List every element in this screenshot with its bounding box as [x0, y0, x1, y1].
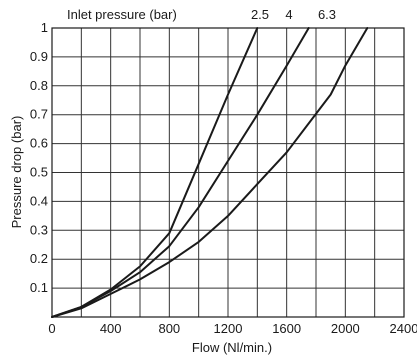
- x-tick-label: 1200: [214, 321, 243, 336]
- grid-lines: [52, 28, 404, 317]
- x-tick-label: 1600: [272, 321, 301, 336]
- y-tick-label: 0.1: [30, 280, 48, 295]
- x-tick-label: 400: [100, 321, 122, 336]
- x-tick-label: 2000: [331, 321, 360, 336]
- y-tick-label: 0.2: [30, 251, 48, 266]
- y-tick-label: 0.8: [30, 78, 48, 93]
- plot-frame: [51, 27, 405, 318]
- y-tick-label: 0.9: [30, 49, 48, 64]
- plot-border: [51, 27, 405, 318]
- y-tick-label: 0.3: [30, 222, 48, 237]
- legend-title: Inlet pressure (bar): [67, 7, 177, 22]
- y-tick-label: 1: [41, 20, 48, 35]
- series-line-6-3: [51, 27, 369, 318]
- y-tick-label: 0.4: [30, 193, 48, 208]
- tick-labels: 0 400 800 1200 1600 2000 2400 0.1 0.2 0.3 0.4 0.5 0.…: [30, 20, 417, 336]
- x-tick-label: 0: [48, 321, 55, 336]
- y-tick-label: 0.6: [30, 136, 48, 151]
- y-axis-title: Pressure drop (bar): [9, 116, 24, 229]
- x-axis-title: Flow (Nl/min.): [192, 340, 272, 355]
- legend-label-6-3: 6.3: [318, 7, 336, 22]
- legend-entries: 2.5 4 6.3: [251, 7, 336, 22]
- x-tick-label: 800: [158, 321, 180, 336]
- y-tick-label: 0.7: [30, 107, 48, 122]
- x-tick-label: 2400: [390, 321, 417, 336]
- legend-label-2-5: 2.5: [251, 7, 269, 22]
- series-line-4: [51, 27, 310, 318]
- legend-label-4: 4: [285, 7, 292, 22]
- series-lines: [51, 27, 369, 318]
- y-tick-label: 0.5: [30, 165, 48, 180]
